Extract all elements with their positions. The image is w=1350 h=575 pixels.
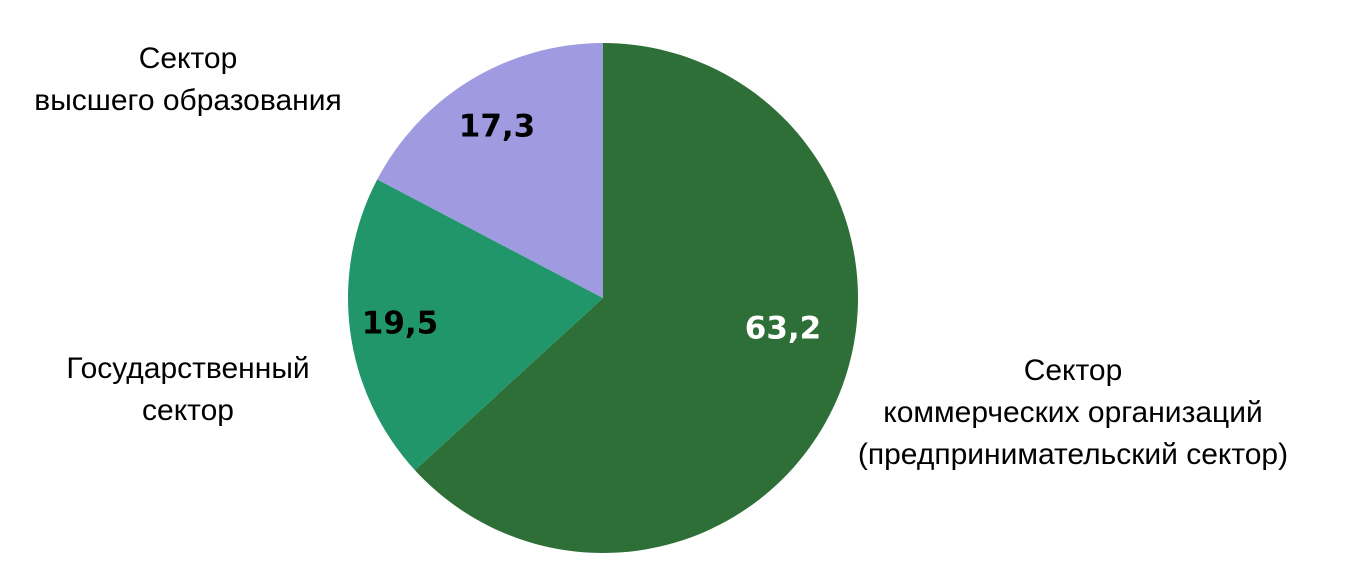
category-label: Государственный сектор [66, 352, 309, 427]
data-label: 63,2 [745, 311, 822, 347]
pie-slice [414, 43, 858, 553]
data-label: 17,3 [459, 109, 536, 145]
pie-slice [377, 43, 603, 298]
category-label: Сектор коммерческих организаций (предприни… [858, 354, 1288, 471]
pie-slice [348, 179, 603, 471]
category-label: Сектор высшего образования [34, 42, 341, 117]
data-label: 19,5 [362, 306, 439, 342]
